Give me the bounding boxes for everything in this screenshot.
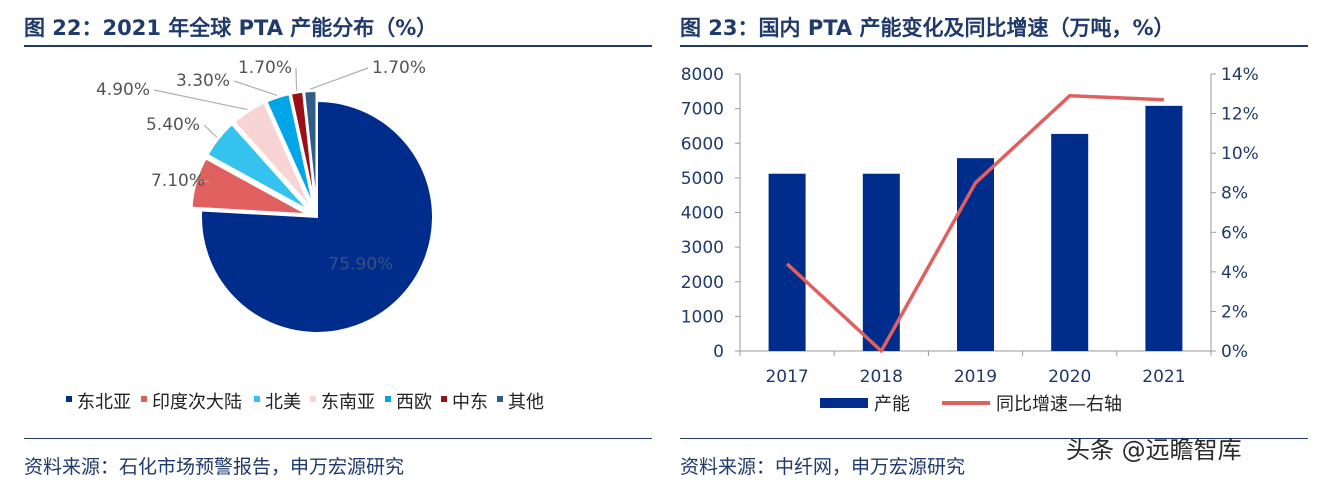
- bar: [862, 173, 900, 351]
- y2-tick-label: 2%: [1221, 302, 1248, 322]
- legend-swatch: [254, 396, 260, 402]
- y2-tick-label: 6%: [1221, 223, 1248, 243]
- bar: [1051, 133, 1089, 351]
- legend-swatch-bar: [820, 398, 868, 408]
- bar-line-chart: 0 1000 2000 3000 4000 5000 6000 7000 8000 0% 2% 4% 6…: [681, 65, 1259, 415]
- y2-tick-label: 14%: [1221, 65, 1259, 85]
- legend-swatch: [66, 396, 72, 402]
- bar: [957, 158, 994, 351]
- y2-tick-label: 12%: [1221, 105, 1259, 125]
- y2-tick-label: 8%: [1221, 184, 1248, 204]
- pie-data-label: 5.40%: [146, 115, 200, 135]
- pie-chart: 75.90% 7.10% 5.40% 4.90% 3.30% 1.70% 1.70% 东北亚印…: [66, 58, 544, 413]
- y-tick-label: 6000: [681, 134, 724, 154]
- y-tick-label: 5000: [681, 169, 724, 189]
- pie-slice: [190, 156, 308, 216]
- legend-label: 北美: [265, 392, 301, 413]
- pie-slice: [289, 90, 317, 208]
- pie-slice: [232, 101, 313, 210]
- legend-swatch: [441, 396, 447, 402]
- bar-line-chart-panel: 图 23：国内 PTA 产能变化及同比增速（万吨，%） 0 1000 2000 300…: [672, 0, 1318, 480]
- pie-leader-line: [233, 80, 278, 96]
- y2-tick-label: 4%: [1221, 263, 1248, 283]
- bar-chart-title: 图 23：国内 PTA 产能变化及同比增速（万吨，%）: [680, 16, 1175, 40]
- y-tick-label: 8000: [681, 65, 724, 85]
- pie-leader-line: [203, 124, 218, 138]
- y-tick-label: 2000: [681, 273, 724, 293]
- legend-label: 产能: [874, 394, 910, 415]
- x-tick-label: 2018: [860, 367, 903, 387]
- bar: [768, 173, 806, 351]
- pie-source-note: 资料来源：石化市场预警报告，申万宏源研究: [24, 456, 405, 478]
- legend-label: 西欧: [396, 392, 432, 413]
- pie-slice: [200, 99, 434, 334]
- legend-label: 中东: [452, 392, 488, 413]
- pie-leader-line: [309, 67, 369, 90]
- pie-data-label: 75.90%: [328, 254, 393, 274]
- pie-leader-line: [153, 89, 248, 111]
- y-tick-label: 3000: [681, 238, 724, 258]
- pie-chart-panel: 图 22：2021 年全球 PTA 产能分布（%） 75.90% 7.10% 5.4…: [0, 0, 652, 480]
- legend-label: 东南亚: [321, 392, 375, 413]
- y-tick-label: 1000: [681, 307, 724, 327]
- legend-label: 同比增速—右轴: [996, 394, 1122, 415]
- pie-leader-line: [193, 180, 210, 183]
- x-tick-label: 2021: [1142, 367, 1185, 387]
- pie-data-label: 4.90%: [96, 80, 150, 100]
- pie-chart-title: 图 22：2021 年全球 PTA 产能分布（%）: [24, 16, 438, 40]
- x-tick-label: 2019: [954, 367, 997, 387]
- pie-data-label: 1.70%: [372, 58, 426, 78]
- source-divider: [680, 438, 1308, 439]
- source-divider: [24, 438, 652, 439]
- pie-data-label: 3.30%: [176, 71, 230, 91]
- y-tick-label: 4000: [681, 204, 724, 224]
- pie-slice: [265, 92, 315, 208]
- y2-tick-label: 10%: [1221, 144, 1259, 164]
- pie-data-label: 1.70%: [238, 58, 292, 78]
- legend-swatch: [385, 396, 391, 402]
- legend-label: 东北亚: [77, 392, 131, 413]
- pie-data-label: 7.10%: [151, 171, 205, 191]
- legend-label: 其他: [508, 392, 544, 413]
- y-tick-label: 0: [713, 342, 724, 362]
- pie-slice: [206, 122, 310, 212]
- bar: [1145, 105, 1183, 351]
- title-divider: [24, 45, 652, 47]
- pie-slice: [302, 90, 318, 208]
- title-divider: [680, 45, 1308, 47]
- x-tick-label: 2020: [1048, 367, 1091, 387]
- y-tick-label: 7000: [681, 100, 724, 120]
- pie-leader-line: [295, 67, 298, 91]
- legend-swatch: [310, 396, 316, 402]
- y2-tick-label: 0%: [1221, 342, 1248, 362]
- legend-swatch: [497, 396, 503, 402]
- watermark: 头条 @远瞻智库: [1066, 436, 1242, 464]
- bar-source-note: 资料来源：中纤网，申万宏源研究: [680, 456, 966, 478]
- growth-line: [785, 94, 1164, 353]
- x-tick-label: 2017: [765, 367, 808, 387]
- legend-swatch: [141, 396, 147, 402]
- legend-label: 印度次大陆: [152, 392, 242, 413]
